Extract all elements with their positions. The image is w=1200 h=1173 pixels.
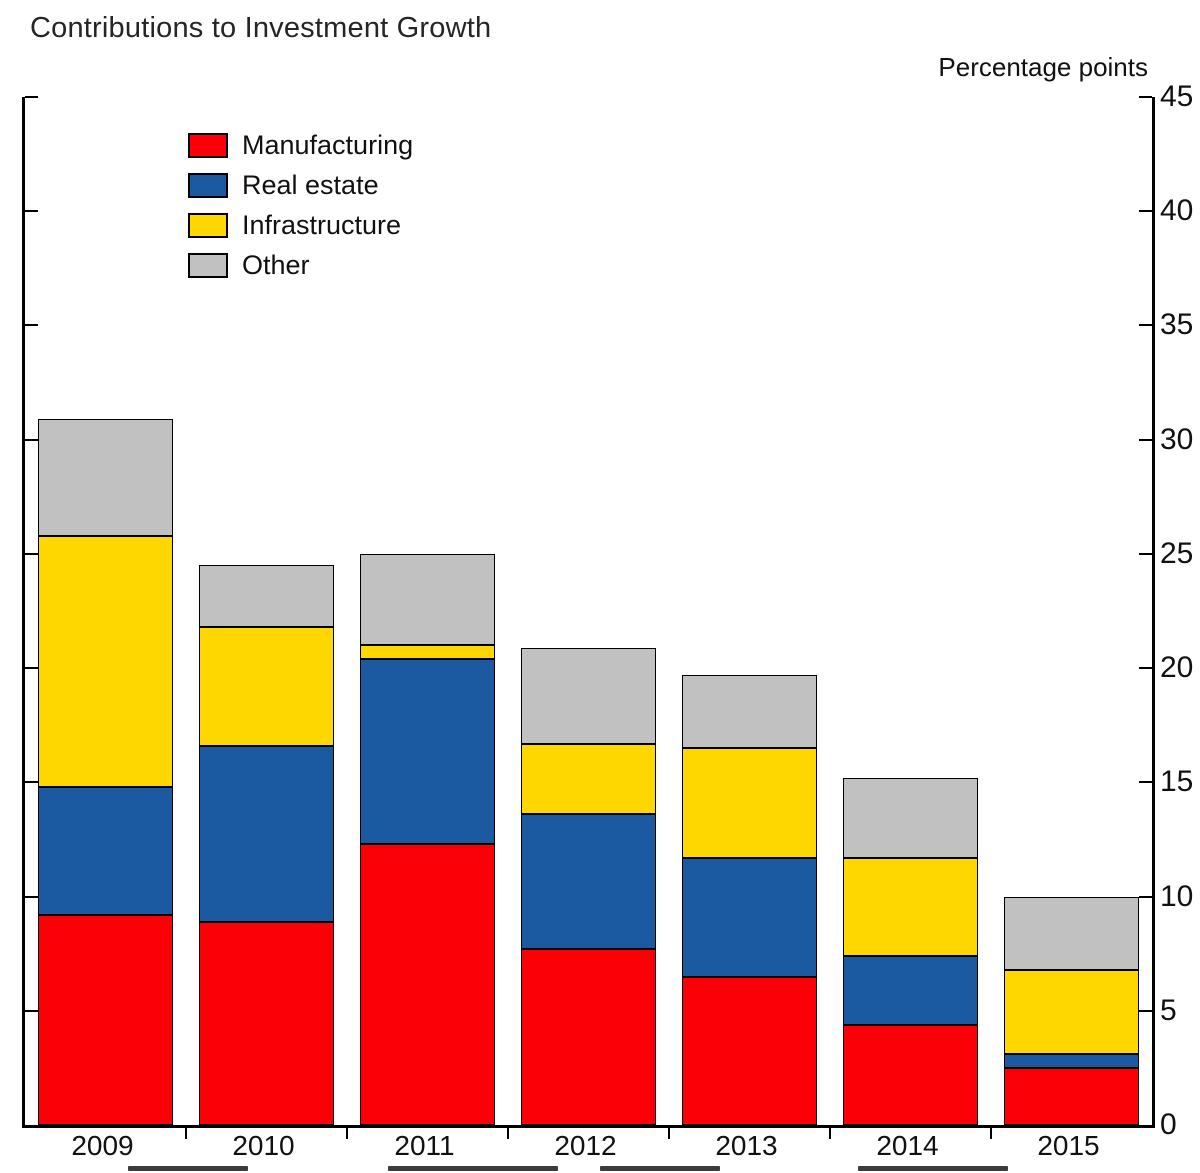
legend-label: Real estate (242, 169, 379, 200)
x-axis-separator-tick (990, 1128, 992, 1139)
y-tick-right (1139, 1009, 1152, 1012)
legend-swatch (188, 212, 228, 238)
y-tick-left (25, 324, 38, 327)
legend-swatch (188, 252, 228, 278)
bar-segment-manufacturing-2009 (38, 914, 173, 1125)
footnote-fragment (600, 1166, 720, 1171)
y-tick-right (1139, 781, 1152, 784)
y-tick-right (1139, 324, 1152, 327)
y-axis-label: 45 (1160, 80, 1194, 113)
y-tick-left (25, 552, 38, 555)
y-tick-left (25, 210, 38, 213)
legend-label: Manufacturing (242, 129, 414, 160)
y-axis-label: 40 (1160, 194, 1194, 228)
y-tick-right (1139, 552, 1152, 555)
x-axis-separator-tick (829, 1128, 831, 1139)
y-axis-label: 0 (1160, 1108, 1177, 1141)
y-tick-right (1139, 96, 1152, 98)
y-axis-label: 30 (1160, 422, 1194, 456)
legend-item-manufacturing: Manufacturing (188, 125, 413, 165)
y-tick-left (25, 1009, 38, 1012)
y-tick-left (25, 895, 38, 898)
bar-2010 (199, 97, 334, 1125)
legend-label: Infrastructure (242, 209, 402, 240)
y-tick-right (1139, 210, 1152, 213)
bar-segment-infrastructure-2009 (38, 535, 173, 787)
x-axis-labels: 2009 2010 2011 2012 2013 2014 2015 (22, 1131, 1155, 1165)
bar-2012 (521, 97, 656, 1125)
x-axis-separator-tick (507, 1128, 509, 1139)
y-axis-unit-label: Percentage points (938, 52, 1148, 82)
y-tick-left (25, 667, 38, 670)
x-axis-label: 2009 (71, 1130, 134, 1161)
legend: Manufacturing Real estate Infrastructure Ot… (188, 125, 413, 285)
y-tick-right (1139, 667, 1152, 670)
y-axis-label: 15 (1160, 765, 1194, 799)
legend-label: Other (242, 249, 310, 280)
y-axis-label: 25 (1160, 536, 1194, 570)
y-tick-right (1139, 438, 1152, 441)
legend-item-real-estate: Real estate (188, 165, 413, 205)
bar-segment-infrastructure-2011 (360, 645, 495, 659)
bar-segment-other-2014 (843, 777, 978, 858)
bar-2011 (360, 97, 495, 1125)
bar-segment-real-estate-2015 (1004, 1054, 1139, 1068)
footnote-fragment (128, 1166, 248, 1171)
legend-item-infrastructure: Infrastructure (188, 205, 413, 245)
y-axis-label: 5 (1160, 993, 1177, 1027)
bar-segment-infrastructure-2012 (521, 743, 656, 815)
y-axis-label: 10 (1160, 879, 1194, 913)
y-tick-right (1139, 895, 1152, 898)
y-axis-label: 35 (1160, 308, 1194, 342)
bar-segment-manufacturing-2015 (1004, 1067, 1139, 1125)
bar-segment-infrastructure-2013 (682, 748, 817, 858)
bar-segment-manufacturing-2010 (199, 921, 334, 1125)
y-axis-labels: 0 5 10 15 20 25 30 35 40 45 (1160, 80, 1200, 1141)
plot-area: Manufacturing Real estate Infrastructure Ot… (22, 96, 1155, 1139)
bar-segment-other-2011 (360, 553, 495, 646)
legend-item-other: Other (188, 245, 413, 285)
bar-segment-manufacturing-2012 (521, 949, 656, 1125)
bar-segment-other-2012 (521, 647, 656, 744)
bar-segment-other-2009 (38, 419, 173, 536)
bar-segment-infrastructure-2015 (1004, 969, 1139, 1055)
bar-segment-infrastructure-2010 (199, 627, 334, 746)
x-axis-label: 2013 (715, 1130, 778, 1161)
footnote-fragment (388, 1166, 558, 1171)
x-axis-separator-tick (185, 1128, 187, 1139)
y-tick-left (25, 781, 38, 784)
bar-segment-real-estate-2014 (843, 955, 978, 1025)
bar-segment-real-estate-2011 (360, 658, 495, 845)
bar-segment-real-estate-2010 (199, 745, 334, 922)
bar-segment-manufacturing-2014 (843, 1024, 978, 1125)
bar-segment-other-2015 (1004, 896, 1139, 970)
bar-segment-infrastructure-2014 (843, 857, 978, 956)
x-axis-label: 2012 (554, 1130, 617, 1161)
x-axis-label: 2015 (1037, 1130, 1100, 1161)
x-axis-separator-tick (668, 1128, 670, 1139)
bar-segment-real-estate-2012 (521, 814, 656, 950)
bar-segment-other-2013 (682, 674, 817, 749)
legend-swatch (188, 132, 228, 158)
y-tick-left (25, 438, 38, 441)
bar-segment-manufacturing-2011 (360, 844, 495, 1125)
x-axis-label: 2014 (876, 1130, 939, 1161)
bar-segment-real-estate-2013 (682, 857, 817, 977)
y-axis-label: 20 (1160, 651, 1194, 685)
bar-segment-real-estate-2009 (38, 786, 173, 915)
truncated-footnote (0, 1164, 1200, 1173)
bar-2013 (682, 97, 817, 1125)
x-axis-label: 2011 (394, 1130, 455, 1161)
bar-segment-other-2010 (199, 565, 334, 627)
x-axis-label: 2010 (232, 1130, 295, 1161)
bar-2015 (1004, 97, 1139, 1125)
y-tick-left (25, 96, 38, 98)
bar-segment-manufacturing-2013 (682, 976, 817, 1125)
bar-2014 (843, 97, 978, 1125)
legend-swatch (188, 172, 228, 198)
chart-title: Contributions to Investment Growth (30, 12, 492, 44)
x-axis-separator-tick (346, 1128, 348, 1139)
footnote-fragment (858, 1166, 1008, 1171)
bar-2009 (38, 97, 173, 1125)
